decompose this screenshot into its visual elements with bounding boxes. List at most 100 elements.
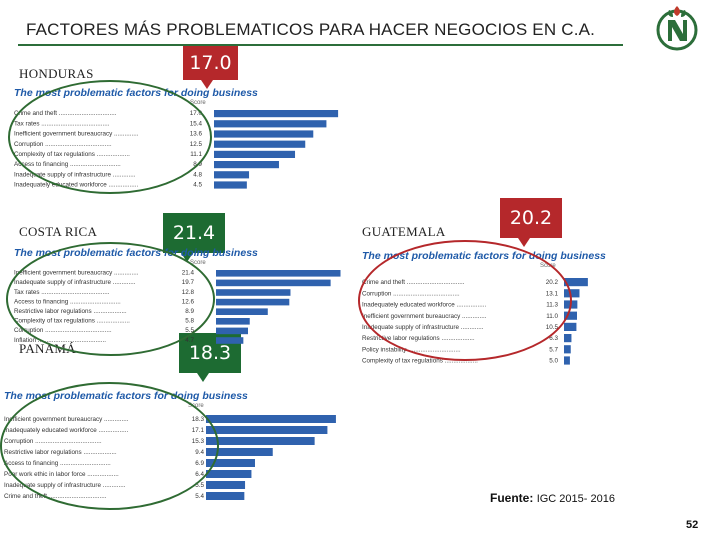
- category-label: Inadequately educated workforce ........…: [362, 302, 487, 309]
- value-label: 5.5: [185, 327, 194, 334]
- score-header: Score: [540, 263, 556, 269]
- chart-title: The most problematic factors for doing b…: [4, 390, 248, 402]
- category-label: Corruption .............................…: [362, 290, 460, 297]
- value-label: 5.8: [185, 318, 194, 325]
- bar: [206, 437, 315, 445]
- value-label: 12.8: [182, 289, 195, 296]
- country-label-panama: PANAMÁ: [19, 341, 76, 356]
- category-label: Crime and theft ........................…: [362, 279, 465, 286]
- bar: [206, 426, 328, 434]
- category-label: Tax rates ..............................…: [14, 120, 110, 127]
- country-label-honduras: HONDURAS: [19, 66, 94, 81]
- category-label: Restrictive labor regulations ..........…: [4, 449, 117, 456]
- bar: [214, 140, 306, 148]
- value-label: 6.3: [549, 335, 558, 342]
- chart-panel-honduras: The most problematic factors for doing b…: [14, 87, 344, 195]
- category-label: Inadequately educated workforce ........…: [14, 182, 139, 189]
- source-note: Fuente: IGC 2015- 2016: [490, 491, 615, 505]
- value-label: 20.2: [546, 279, 559, 286]
- category-label: Inflation ..............................…: [14, 337, 106, 344]
- value-label: 5.7: [549, 346, 558, 353]
- bar: [216, 308, 268, 315]
- bar: [564, 289, 580, 298]
- value-label: 5.0: [549, 358, 558, 365]
- company-logo-icon: [656, 6, 698, 51]
- bar: [214, 181, 247, 189]
- value-label: 15.3: [192, 438, 205, 445]
- value-label: 18.3: [192, 416, 205, 423]
- value-label: 4.5: [193, 182, 202, 189]
- chart-panel-panama: The most problematic factors for doing b…: [4, 390, 350, 504]
- category-label: Policy instability .....................…: [362, 346, 461, 353]
- bar: [206, 459, 255, 467]
- bar: [216, 327, 248, 335]
- value-label: 13.1: [546, 290, 559, 297]
- category-label: Inadequate supply of infrastructure ....…: [4, 482, 126, 489]
- value-label: 5.4: [195, 493, 204, 500]
- value-label: 17.0: [190, 110, 203, 117]
- value-label: 17.1: [192, 427, 205, 434]
- country-label-costa-rica: COSTA RICA: [19, 224, 98, 239]
- bar: [564, 356, 570, 365]
- bar: [206, 481, 246, 489]
- category-label: Inadequate supply of infrastructure ....…: [362, 324, 484, 331]
- value-label: 11.0: [546, 313, 558, 320]
- chart-panel-guatemala: The most problematic factors for doing b…: [362, 250, 606, 366]
- category-label: Inadequate supply of infrastructure ....…: [14, 171, 136, 178]
- source-value: IGC 2015- 2016: [536, 493, 615, 505]
- value-label: 12.6: [182, 298, 195, 305]
- bar: [564, 311, 577, 320]
- value-label: 4.8: [193, 171, 202, 178]
- bar: [216, 289, 291, 296]
- chart-panel-costa-rica: The most problematic factors for doing b…: [14, 247, 344, 351]
- bar: [214, 110, 339, 118]
- bar: [564, 334, 572, 343]
- category-label: Complexity of tax regulations ..........…: [362, 358, 478, 365]
- score-badge-guatemala: 20.2: [500, 198, 562, 247]
- value-label: 10.5: [546, 324, 559, 331]
- value-label: 19.7: [182, 279, 195, 286]
- bar: [564, 278, 588, 287]
- bar: [216, 337, 244, 344]
- category-label: Corruption .............................…: [14, 327, 112, 334]
- score-header: Score: [190, 100, 206, 106]
- value-label: 15.4: [190, 120, 203, 127]
- chart-title: The most problematic factors for doing b…: [362, 250, 606, 262]
- value-label: 13.6: [190, 131, 203, 138]
- category-label: Inefficient government bureaucracy .....…: [362, 313, 487, 320]
- category-label: Corruption .............................…: [14, 141, 112, 148]
- page-number: 52: [686, 519, 699, 531]
- bar: [214, 171, 250, 179]
- score-header: Score: [190, 260, 206, 266]
- value-label: 5.5: [195, 482, 204, 489]
- value-label: 4.7: [185, 337, 194, 344]
- category-label: Poor work ethic in labor force .........…: [4, 471, 119, 478]
- category-label: Complexity of tax regulations ..........…: [14, 151, 130, 158]
- bar: [214, 150, 296, 158]
- bar-chart-honduras: Crime and theft ........................…: [14, 110, 339, 189]
- value-label: 11.3: [546, 302, 558, 309]
- bar-chart-panama: Inefficient government bureaucracy .....…: [4, 415, 336, 500]
- value-label: 9.4: [195, 449, 204, 456]
- value-label: 8.9: [193, 161, 202, 168]
- bar: [216, 270, 341, 277]
- bar-chart-costa-rica: Inefficient government bureaucracy .....…: [14, 270, 341, 344]
- category-label: Complexity of tax regulations ..........…: [14, 318, 130, 325]
- category-label: Access to financing ....................…: [14, 161, 121, 168]
- bar: [214, 130, 314, 138]
- score-header: Score: [188, 403, 204, 409]
- category-label: Tax rates ..............................…: [14, 289, 110, 296]
- bar: [564, 300, 578, 309]
- bar: [216, 318, 250, 325]
- bar: [214, 161, 279, 169]
- bar: [214, 120, 327, 128]
- value-label: 11.1: [190, 151, 202, 158]
- bar: [216, 298, 290, 306]
- country-label-guatemala: GUATEMALA: [362, 224, 446, 239]
- value-label: 12.5: [190, 141, 203, 148]
- category-label: Inefficient government bureaucracy .....…: [14, 270, 139, 277]
- category-label: Corruption .............................…: [4, 438, 102, 445]
- category-label: Inefficient government bureaucracy .....…: [14, 131, 139, 138]
- category-label: Crime and theft ........................…: [14, 110, 117, 117]
- category-label: Access to financing ....................…: [4, 460, 111, 467]
